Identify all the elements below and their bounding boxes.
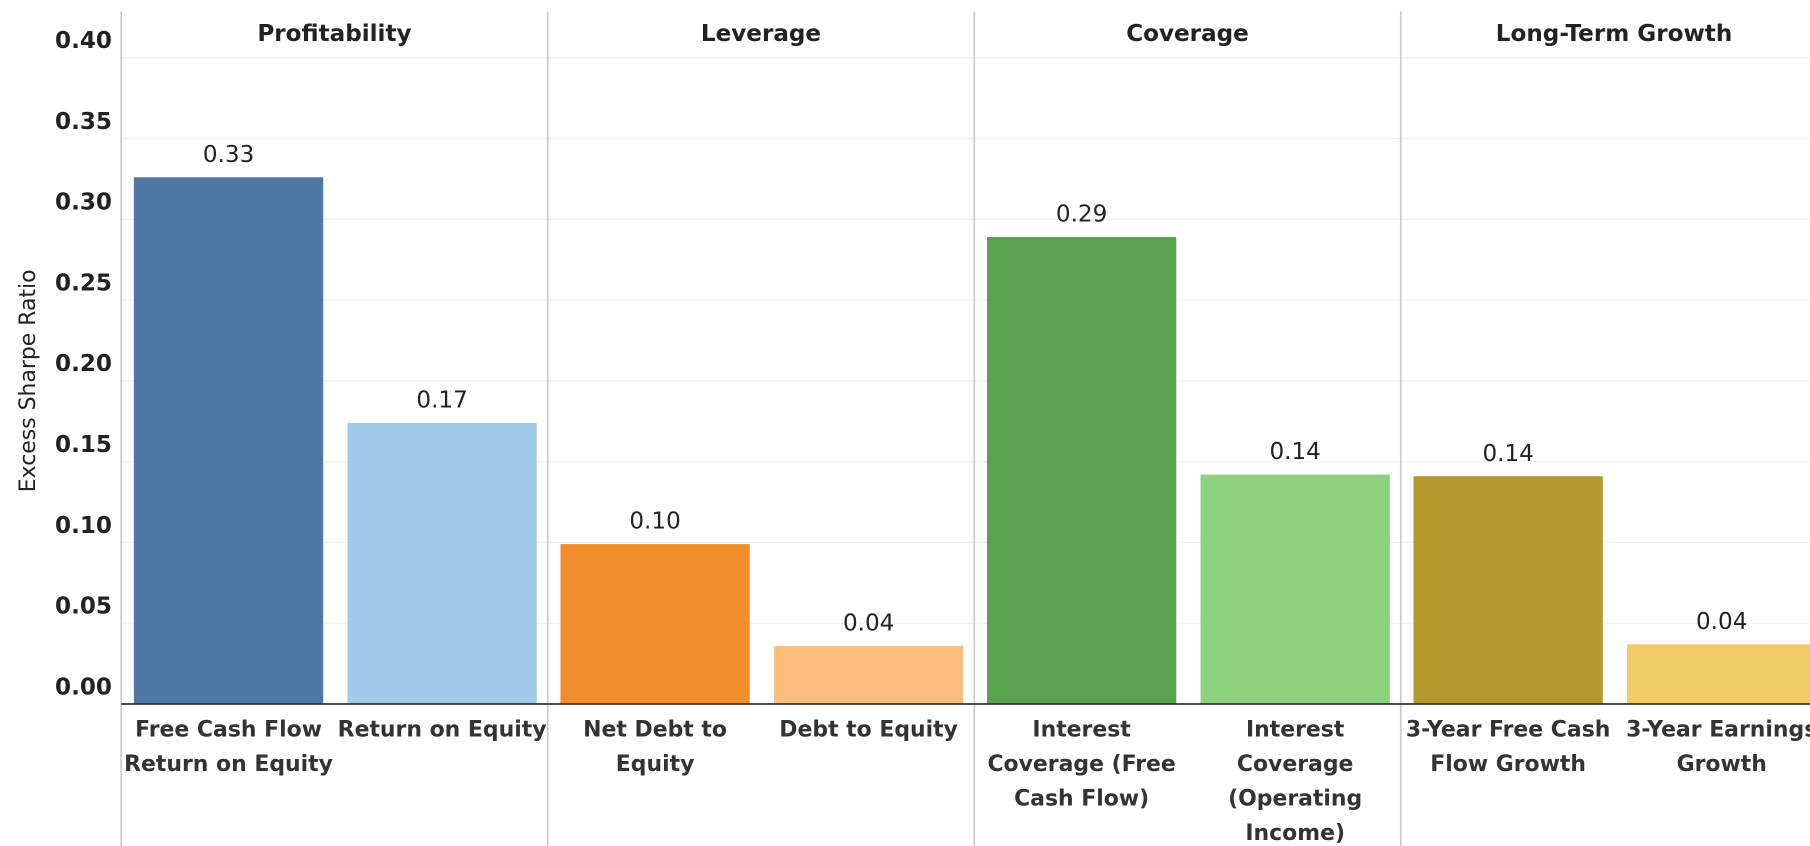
x-tick-label: Interest Coverage (Operating Income): [1228, 716, 1363, 846]
x-tick-label-box: Interest Coverage (Operating Income): [1228, 716, 1363, 846]
bar: [1200, 474, 1390, 705]
bar: [1413, 476, 1603, 705]
x-tick-label: 3-Year Free Cash Flow Growth: [1405, 716, 1611, 777]
x-tick-label-box: Interest Coverage (Free Cash Flow): [987, 716, 1176, 812]
bar: [560, 544, 750, 705]
y-axis-label: Excess Sharpe Ratio: [16, 270, 41, 493]
x-tick-label: Interest Coverage (Free Cash Flow): [987, 716, 1176, 812]
y-tick-label: 0.00: [55, 674, 112, 700]
x-tick-label: Debt to Equity: [779, 716, 958, 743]
x-tick-label: Net Debt to Equity: [583, 716, 727, 777]
value-label: 0.14: [1482, 441, 1533, 467]
x-tick-label: Return on Equity: [337, 716, 547, 743]
y-tick-label: 0.10: [55, 513, 112, 539]
y-tick-label: 0.35: [55, 109, 112, 135]
panel-title: Profitability: [257, 21, 411, 47]
panel-title: Leverage: [701, 21, 821, 47]
bar: [133, 177, 324, 705]
value-label: 0.14: [1269, 439, 1320, 465]
y-tick-label: 0.25: [55, 270, 112, 296]
panel-title: Coverage: [1126, 21, 1249, 47]
value-label: 0.29: [1056, 202, 1107, 228]
value-label: 0.10: [629, 509, 680, 535]
value-label: 0.17: [416, 387, 467, 413]
x-tick-label-box: 3-Year Free Cash Flow Growth: [1405, 716, 1611, 777]
value-label: 0.04: [1696, 609, 1747, 635]
y-tick-label: 0.30: [55, 190, 112, 216]
x-tick-label-box: Free Cash Flow Return on Equity: [124, 716, 333, 777]
bar: [1627, 644, 1810, 705]
bar: [773, 645, 964, 705]
y-tick-label: 0.20: [55, 351, 112, 377]
x-tick-label-box: 3-Year Earnings Growth: [1626, 716, 1810, 777]
bar: [986, 237, 1177, 705]
y-tick-label: 0.05: [55, 594, 112, 620]
bar: [347, 422, 537, 705]
x-tick-label: 3-Year Earnings Growth: [1626, 716, 1810, 777]
value-label: 0.33: [203, 142, 254, 168]
panel-title: Long-Term Growth: [1496, 21, 1732, 47]
y-tick-label: 0.15: [55, 432, 112, 458]
value-label: 0.04: [843, 610, 894, 636]
x-tick-label: Free Cash Flow Return on Equity: [124, 716, 333, 777]
y-tick-label: 0.40: [55, 28, 112, 54]
x-tick-label-box: Return on Equity: [337, 716, 547, 743]
x-tick-label-box: Net Debt to Equity: [583, 716, 727, 777]
x-tick-label-box: Debt to Equity: [779, 716, 958, 743]
